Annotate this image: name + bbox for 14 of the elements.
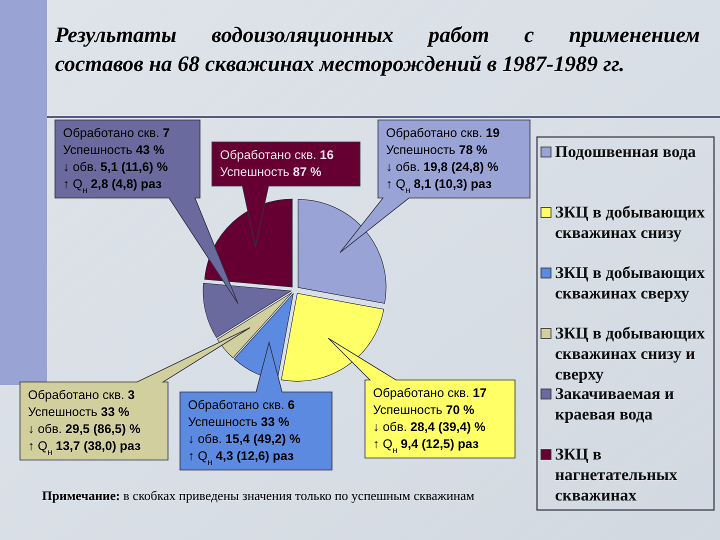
text: Обработано скв. 3 Успешность 33 % ↓ обв. 29,5 (86,5) % ↑ Q$_{н}$ 13,7 (38,0) раз xyxy=(28,388,141,457)
chart-title: Результаты водоизоляционных работ с применением составов на 68 скважинах месторождений в 1987-1989 гг. xyxy=(55,22,700,76)
legend-label: ЗКЦ в нагнетательных скважинах xyxy=(555,444,678,504)
legend-label: ЗКЦ в добывающих скважинах снизу и сверху xyxy=(555,324,706,384)
text: Обработано скв. 7 Успешность 43 % ↓ обв. 5,1 (11,6) % ↑ Q$_{н}$ 2,8 (4,8) раз xyxy=(63,126,170,195)
text: Обработано скв. 17 Успешность 70 % ↓ обв. 28,4 (39,4) % ↑ Q$_{н}$ 9,4 (12,5) раз xyxy=(373,386,487,455)
legend-label: ЗКЦ в добывающих скважинах сверху xyxy=(555,263,706,302)
text: Примечание: в скобках приведены значения только по успешным скважинам xyxy=(42,488,474,503)
legend-label: Подошвенная вода xyxy=(555,142,696,161)
text: Обработано скв. 6 Успешность 33 % ↓ обв. 15,4 (49,2) % ↑ Q$_{н}$ 4,3 (12,6) раз xyxy=(188,398,300,467)
text: Обработано скв. 16 Успешность 87 % xyxy=(220,148,334,179)
legend-label: Закачиваемая и краевая вода xyxy=(555,384,675,424)
text: Обработано скв. 19 Успешность 78 % ↓ обв. 19,8 (24,8) % ↑ Q$_{н}$ 8,1 (10,3) раз xyxy=(386,126,500,195)
legend-label: ЗКЦ в добывающих скважинах снизу xyxy=(555,202,706,242)
